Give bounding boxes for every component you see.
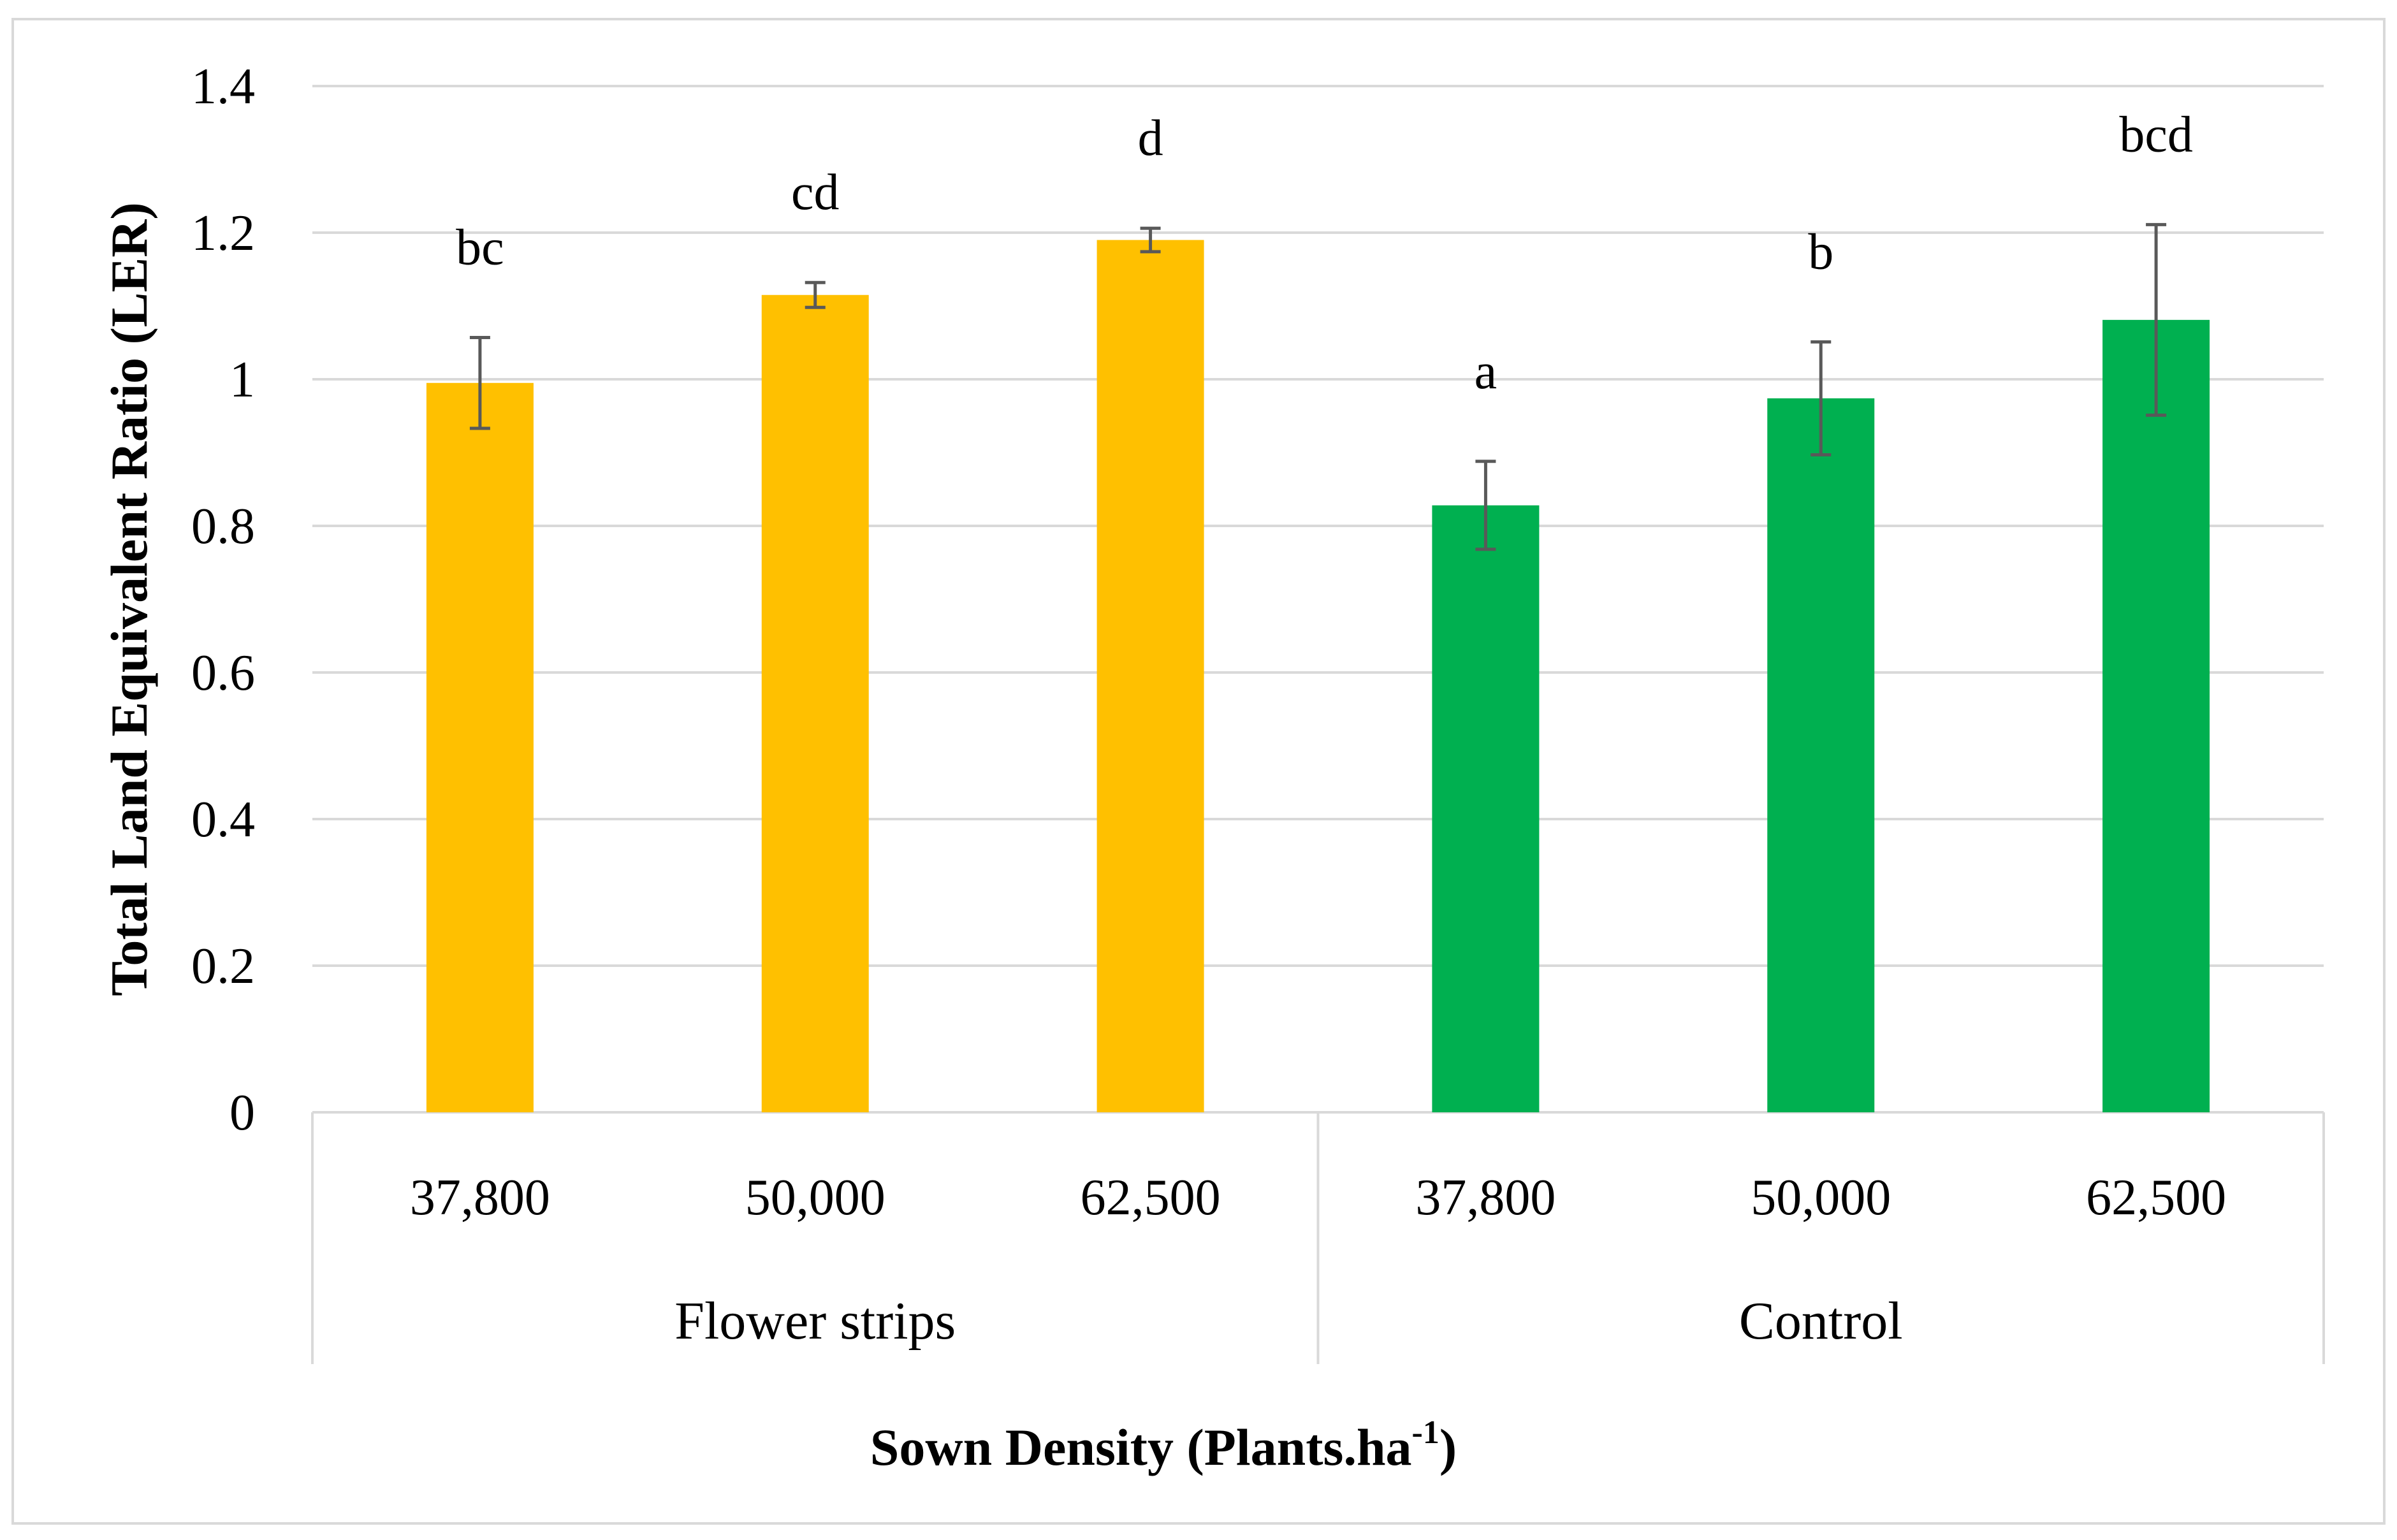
significance-letter: bcd: [2119, 106, 2193, 163]
bar: [426, 382, 534, 1112]
x-category-label: 37,800: [1415, 1170, 1556, 1226]
y-tick-label: 0.4: [191, 792, 255, 848]
x-axis-title: Sown Density (Plants.ha-1): [870, 1414, 1457, 1476]
x-axis-title-main: Sown Density (Plants.ha: [870, 1418, 1412, 1476]
significance-letter: bc: [456, 219, 504, 275]
x-axis-title-sup: -1: [1412, 1414, 1439, 1451]
gridlines: [312, 85, 2324, 1114]
y-tick-labels: 0 0.2 0.4 0.6 0.8 1 1.2 1.4: [191, 59, 255, 1141]
x-category-label: 62,500: [1081, 1170, 1221, 1226]
bar: [2102, 319, 2210, 1113]
x-group-label: Control: [1739, 1291, 1903, 1351]
x-category-label: 62,500: [2086, 1170, 2226, 1226]
x-group-label: Flower strips: [674, 1291, 956, 1351]
y-tick-label: 1.4: [191, 59, 255, 115]
bar: [761, 294, 869, 1112]
y-tick-label: 0.6: [191, 645, 255, 701]
y-tick-label: 1.2: [191, 205, 255, 261]
significance-letter: a: [1475, 344, 1497, 400]
x-category-label: 37,800: [410, 1170, 550, 1226]
y-axis-title: Total Land Equivalent Ratio (LER): [100, 202, 158, 996]
bar: [1432, 505, 1540, 1112]
y-tick-label: 1: [229, 352, 255, 408]
x-category-label: 50,000: [745, 1170, 885, 1226]
y-tick-label: 0.2: [191, 938, 255, 994]
significance-letters: bc cd d a b bcd: [456, 106, 2193, 399]
bar: [1767, 398, 1875, 1112]
bars: [426, 240, 2210, 1113]
x-axis-title-close: ): [1439, 1418, 1457, 1476]
y-tick-label: 0.8: [191, 498, 255, 555]
x-category-label: 50,000: [1751, 1170, 1891, 1226]
x-axis: 37,800 50,000 62,500 Flower strips 37,800 50,…: [311, 1112, 2325, 1364]
significance-letter: d: [1138, 110, 1163, 166]
bar: [1096, 240, 1204, 1112]
y-tick-label: 0: [229, 1085, 255, 1141]
error-bars: [469, 222, 2167, 551]
significance-letter: cd: [791, 164, 840, 221]
significance-letter: b: [1808, 224, 1833, 280]
